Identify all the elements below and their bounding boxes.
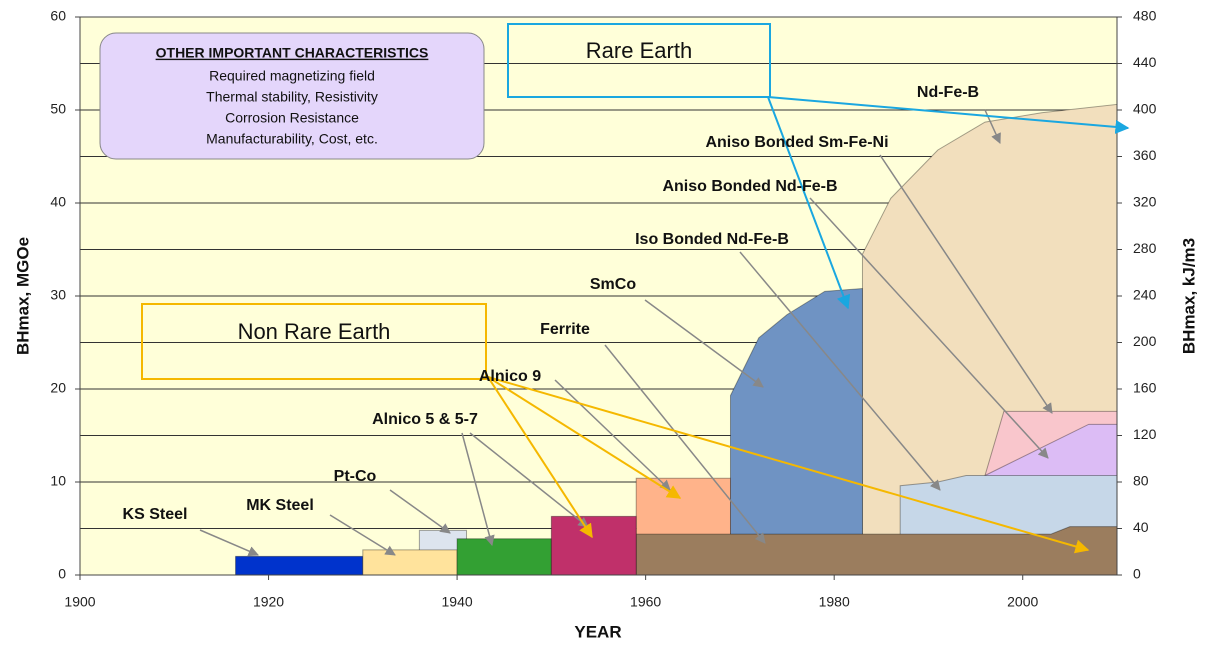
y2-tick-label: 80 bbox=[1133, 473, 1149, 489]
area bbox=[729, 288, 863, 576]
rare-earth-arrows bbox=[767, 96, 1130, 310]
info-box-line: Thermal stability, Resistivity bbox=[206, 89, 378, 105]
y-tick-label: 0 bbox=[58, 566, 66, 582]
y2-tick-label: 360 bbox=[1133, 147, 1157, 163]
y2-axis-label: BHmax, kJ/m3 bbox=[1179, 238, 1198, 354]
info-box-line: Manufacturability, Cost, etc. bbox=[206, 131, 378, 147]
y2-tick-label: 480 bbox=[1133, 8, 1157, 24]
area bbox=[456, 538, 552, 576]
area bbox=[362, 549, 458, 576]
y-tick-label: 10 bbox=[50, 473, 66, 489]
info-box-line: Corrosion Resistance bbox=[225, 110, 359, 126]
rare-earth-box bbox=[507, 23, 771, 98]
x-tick-label: 1940 bbox=[442, 594, 473, 610]
y-tick-label: 30 bbox=[50, 287, 66, 303]
series-label: Aniso Bonded Nd-Fe-B bbox=[662, 178, 837, 195]
area bbox=[550, 515, 637, 576]
x-tick-label: 1920 bbox=[253, 594, 284, 610]
series-label: Pt-Co bbox=[334, 468, 377, 485]
y-tick-label: 40 bbox=[50, 194, 66, 210]
x-tick-label: 1900 bbox=[64, 594, 95, 610]
info-box-line: Required magnetizing field bbox=[209, 68, 375, 84]
non-rare-earth-label: Non Rare Earth bbox=[238, 319, 391, 344]
x-tick-label: 1960 bbox=[630, 594, 661, 610]
series-label: SmCo bbox=[590, 276, 636, 293]
y-tick-label: 60 bbox=[50, 8, 66, 24]
info-box-title: OTHER IMPORTANT CHARACTERISTICS bbox=[156, 45, 429, 61]
rare-earth-label: Rare Earth bbox=[586, 38, 692, 63]
series-label: Alnico 9 bbox=[479, 368, 541, 385]
series-label: Iso Bonded Nd-Fe-B bbox=[635, 231, 789, 248]
y-tick-label: 20 bbox=[50, 380, 66, 396]
x-tick-label: 2000 bbox=[1007, 594, 1038, 610]
y2-tick-label: 160 bbox=[1133, 380, 1157, 396]
series-label: Aniso Bonded Sm-Fe-Ni bbox=[705, 134, 888, 151]
area bbox=[235, 555, 364, 576]
y2-tick-label: 120 bbox=[1133, 426, 1157, 442]
y-tick-label: 50 bbox=[50, 101, 66, 117]
series-label: KS Steel bbox=[123, 506, 188, 523]
label-arrows bbox=[199, 109, 1053, 557]
series-label: Alnico 5 & 5-7 bbox=[372, 411, 478, 428]
y-axis-label: BHmax, MGOe bbox=[13, 237, 32, 355]
y2-tick-label: 400 bbox=[1133, 101, 1157, 117]
y2-tick-label: 280 bbox=[1133, 240, 1157, 256]
series-label: Nd-Fe-B bbox=[917, 84, 979, 101]
x-axis-label: YEAR bbox=[574, 622, 621, 641]
y2-tick-label: 0 bbox=[1133, 566, 1141, 582]
series-label: Ferrite bbox=[540, 321, 590, 338]
y2-tick-label: 40 bbox=[1133, 519, 1149, 535]
y2-tick-label: 200 bbox=[1133, 333, 1157, 349]
info-box bbox=[99, 32, 485, 160]
x-tick-label: 1980 bbox=[819, 594, 850, 610]
y2-tick-label: 440 bbox=[1133, 54, 1157, 70]
non-rare-earth-arrows bbox=[487, 376, 1090, 554]
y2-tick-label: 320 bbox=[1133, 194, 1157, 210]
area bbox=[635, 526, 1118, 576]
non-rare-earth-box bbox=[141, 303, 487, 380]
y2-tick-label: 240 bbox=[1133, 287, 1157, 303]
series-label: MK Steel bbox=[246, 497, 314, 514]
